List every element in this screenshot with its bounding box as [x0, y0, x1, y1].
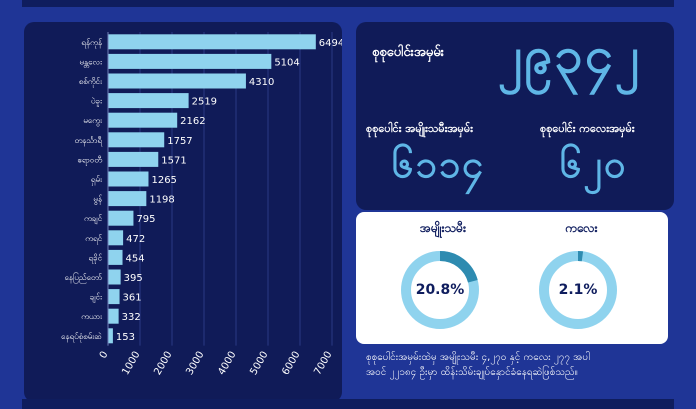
women-value: ၆၁၁၄ — [392, 142, 486, 186]
category-label: မန္တလေး — [79, 57, 103, 68]
value-label: 361 — [123, 293, 142, 304]
donut-women-value: 20.8% — [415, 282, 465, 298]
x-tick-label: 6000 — [280, 350, 302, 378]
category-label: ချင်း — [90, 292, 103, 304]
x-tick-label: 1000 — [120, 350, 142, 378]
value-label: 2519 — [192, 97, 217, 108]
bar — [108, 151, 159, 167]
footer-line-1: စုစုပေါင်းအမှမ်းထဲမှ အမျိုးသမီး ၄,၂၇၀ နှ… — [366, 352, 590, 363]
value-label: 5104 — [274, 57, 299, 68]
value-label: 454 — [126, 253, 145, 264]
donut-children-title: ကလေး — [565, 221, 598, 235]
donut-women — [401, 251, 479, 329]
category-label: မွန် — [93, 194, 103, 206]
donut-children — [539, 251, 617, 329]
value-label: 1265 — [151, 175, 176, 186]
value-label: 1198 — [149, 195, 174, 206]
value-label: 472 — [126, 234, 145, 245]
donut-segment — [401, 251, 479, 329]
value-label: 795 — [136, 214, 155, 225]
bar — [108, 191, 147, 207]
bar — [108, 53, 272, 69]
bar — [108, 308, 119, 324]
bar-chart: ရန်ကုန် 6494 မန္တလေး 5104 စစ်ကိုင်း 4310 ပဲခူး… — [61, 32, 342, 378]
donut-segment — [539, 251, 617, 329]
bar — [108, 73, 246, 89]
bar-chart-panel: ရန်ကုန် 6494 မန္တလေး 5104 စစ်ကိုင်း 4310 ပဲခူး… — [24, 22, 342, 402]
category-label: ရခိုင် — [88, 252, 102, 264]
category-label: ကယား — [81, 312, 103, 321]
donut-children-value: 2.1% — [558, 282, 598, 298]
category-label: တနင်္သာရီ — [74, 135, 102, 147]
top-rule — [22, 0, 674, 7]
category-label: နေပြည်တော် — [64, 272, 102, 284]
bar — [108, 230, 124, 246]
bar — [108, 112, 178, 128]
children-label: စုစုပေါင်း ကလေးအမှမ်း — [540, 122, 635, 135]
value-label: 395 — [124, 273, 143, 284]
value-label: 332 — [122, 312, 141, 323]
value-label: 6494 — [319, 38, 342, 49]
x-tick-label: 2000 — [152, 350, 174, 378]
bar — [108, 210, 134, 226]
x-tick-label: 0 — [98, 350, 111, 361]
category-label: ကချင် — [84, 213, 102, 225]
category-label: ပဲခူး — [91, 96, 103, 108]
category-label: မကွေး — [83, 116, 103, 127]
category-label: စစ်ကိုင်း — [79, 76, 103, 88]
value-label: 4310 — [249, 77, 274, 88]
bar — [108, 93, 189, 109]
x-tick-label: 7000 — [312, 350, 334, 378]
bar — [108, 132, 165, 148]
x-tick-label: 3000 — [184, 350, 206, 378]
category-label: နေရပ်စုံစမ်းဆဲ — [61, 331, 102, 343]
bar — [108, 269, 121, 285]
women-label: စုစုပေါင်း အမျိုးသမီးအမှမ်း — [366, 122, 473, 135]
footer-line-2: အဝင် ၂၂၁၈၄ ဦးမှာ ထိန်းသိမ်းချုပ်နှောင်ခံ… — [366, 367, 578, 378]
category-label: ဧရာဝတီ — [77, 154, 102, 166]
bar — [108, 171, 149, 187]
bottom-rule — [22, 399, 674, 409]
bar — [108, 289, 120, 305]
donut-women-title: အမျိုးသမီး — [420, 221, 467, 235]
children-value: ၆၂၀ — [560, 142, 628, 186]
bar — [108, 249, 123, 265]
stats-panel — [356, 22, 674, 210]
bar — [108, 34, 316, 50]
bar — [108, 328, 113, 344]
value-label: 2162 — [180, 116, 205, 127]
value-label: 1571 — [161, 155, 186, 166]
category-label: ရှမ်း — [91, 174, 103, 186]
footer-note: စုစုပေါင်းအမှမ်းထဲမှ အမျိုးသမီး ၄,၂၇၀ နှ… — [366, 350, 666, 380]
total-value: ၂၉၃၄၂ — [498, 26, 642, 84]
x-tick-label: 5000 — [248, 350, 270, 378]
category-label: ကရင် — [85, 233, 102, 245]
x-tick-label: 4000 — [216, 350, 238, 378]
value-label: 153 — [116, 332, 135, 343]
value-label: 1757 — [167, 136, 192, 147]
category-label: ရန်ကုန် — [81, 37, 103, 49]
total-label: စုစုပေါင်းအမှမ်း — [372, 45, 444, 60]
